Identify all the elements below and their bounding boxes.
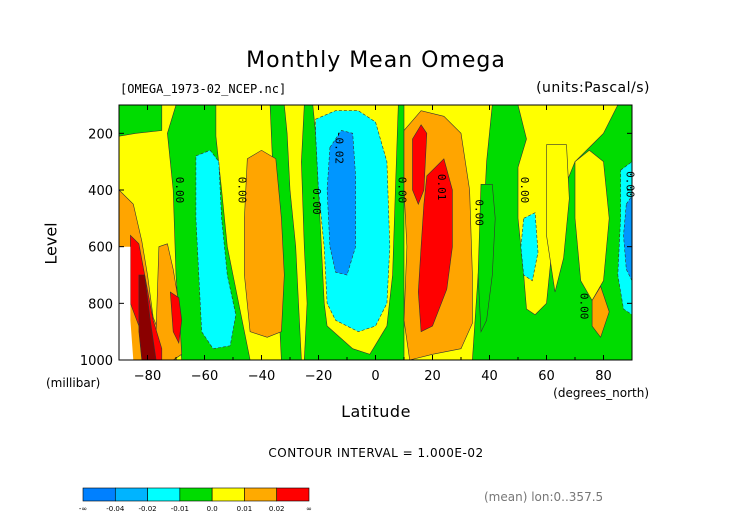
colorbar-swatch	[147, 487, 181, 502]
colorbar-swatch	[114, 487, 148, 502]
x-tick-label: 20	[424, 369, 441, 384]
x-tick-label: 80	[595, 369, 612, 384]
contour-region-red	[417, 158, 453, 333]
contour-label: 0.00	[472, 199, 485, 226]
contour-region-cyan	[195, 149, 237, 350]
contour-label: 0.00	[310, 188, 323, 215]
x-tick-label: −60	[191, 369, 218, 384]
colorbar-swatch	[276, 487, 310, 502]
colorbar-swatch	[211, 487, 245, 502]
contour-region-blue	[623, 195, 632, 281]
colorbar-label: 0.02	[269, 505, 285, 513]
contour-label: -0.02	[333, 131, 346, 164]
contour-label: 0.00	[578, 293, 591, 320]
chart-title: Monthly Mean Omega	[246, 48, 506, 73]
y-tick-label: 800	[88, 297, 113, 312]
colorbar-swatch	[179, 487, 213, 502]
colorbar-label: 0.01	[237, 505, 253, 513]
contour-region-green	[477, 184, 496, 333]
colorbar-swatch	[244, 487, 278, 502]
x-tick-label: −40	[248, 369, 275, 384]
colorbar-label: -0.04	[106, 505, 125, 513]
contour-region-darkred	[138, 274, 157, 360]
x-axis-label: Latitude	[341, 402, 411, 421]
contour-interval-text: CONTOUR INTERVAL = 1.000E-02	[268, 446, 484, 460]
contour-label: 0.00	[173, 177, 186, 204]
contour-region-green	[119, 105, 163, 137]
colorbar-label: -∞	[79, 505, 87, 513]
contour-region-yellow	[574, 149, 610, 302]
colorbar-swatch	[82, 487, 116, 502]
contour-region-orange	[591, 285, 610, 338]
y-tick-label: 200	[88, 127, 113, 142]
contour-region-orange	[244, 149, 285, 338]
colorbar-label: ∞	[306, 505, 312, 513]
contour-region-blue	[326, 130, 356, 276]
contour-region-red	[412, 124, 428, 206]
contour-region-cyan	[520, 212, 539, 282]
contour-label: 0.00	[236, 177, 249, 204]
y-tick-label: 400	[88, 184, 113, 199]
contour-label: 0.01	[435, 174, 448, 201]
file-label: [OMEGA_1973-02_NCEP.nc]	[120, 82, 287, 96]
mean-info-text: (mean) lon:0..357.5	[484, 490, 604, 504]
x-tick-label: −20	[305, 369, 332, 384]
contour-fill-group	[119, 105, 632, 360]
x-axis-unit: (degrees_north)	[553, 386, 649, 400]
contour-label: 0.00	[518, 177, 531, 204]
x-tick-label: −80	[134, 369, 161, 384]
colorbar-label: -0.02	[139, 505, 157, 513]
contour-region-red	[169, 291, 183, 345]
contour-region-green	[301, 105, 405, 360]
x-tick-label: 0	[371, 369, 379, 384]
y-tick-label: 1000	[80, 354, 113, 369]
y-axis-unit: (millibar)	[46, 376, 101, 390]
contour-region-yellow	[546, 144, 570, 293]
x-tick-label: 60	[538, 369, 555, 384]
colorbar-label: -0.01	[171, 505, 189, 513]
contour-label: 0.00	[623, 171, 636, 198]
contour-region-white	[119, 246, 134, 360]
colorbar-label: 0.0	[207, 505, 218, 513]
x-tick-label: 40	[481, 369, 498, 384]
contour-label: 0.00	[395, 177, 408, 204]
y-tick-label: 600	[88, 241, 113, 256]
units-label: (units:Pascal/s)	[536, 80, 650, 96]
